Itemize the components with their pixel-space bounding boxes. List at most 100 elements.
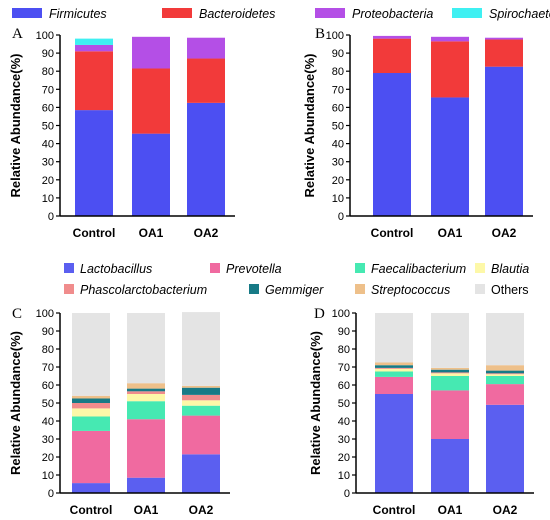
x-tick-label: Control: [373, 503, 416, 517]
y-tick-label: 40: [332, 139, 344, 151]
bar-segment-oa1-streptococcus: [127, 383, 165, 389]
y-tick-label: 40: [42, 416, 54, 428]
x-tick-label: OA2: [194, 226, 219, 240]
bar-segment-control-bacteroidetes: [75, 51, 113, 111]
y-tick-label: 20: [338, 452, 350, 464]
x-tick-label: OA1: [139, 226, 164, 240]
y-tick-label: 10: [332, 193, 344, 205]
legend-label-streptococcus: Streptococcus: [371, 283, 450, 297]
bar-segment-oa1-lactobacillus: [431, 439, 469, 493]
bar-segment-control-blautia: [72, 408, 110, 417]
y-tick-label: 60: [42, 380, 54, 392]
y-tick-label: 90: [42, 326, 54, 338]
y-tick-label: 90: [42, 48, 54, 60]
bar-segment-oa1-gemmiger: [431, 369, 469, 373]
panel-letter: B: [315, 26, 325, 42]
x-tick-label: Control: [70, 503, 113, 517]
y-tick-label: 50: [42, 121, 54, 133]
y-tick-label: 90: [338, 326, 350, 338]
x-tick-label: OA2: [492, 226, 517, 240]
y-tick-label: 0: [48, 211, 54, 223]
legend-swatch-proteobacteria: [315, 8, 345, 18]
legend-swatch-bacteroidetes: [162, 8, 192, 18]
bar-segment-oa1-bacteroidetes: [132, 68, 170, 134]
y-tick-label: 20: [332, 175, 344, 187]
bar-segment-control-firmicutes: [373, 73, 411, 216]
legend-swatch-faecalibacterium: [355, 263, 365, 273]
bar-segment-oa1-streptococcus: [431, 367, 469, 370]
bar-segment-control-bacteroidetes: [373, 38, 411, 74]
bar-segment-oa2-firmicutes: [485, 66, 523, 216]
legend-swatch-firmicutes: [12, 8, 42, 18]
y-tick-label: 0: [344, 488, 350, 500]
y-tick-label: 50: [42, 398, 54, 410]
bar-segment-oa2-lactobacillus: [182, 454, 220, 493]
bar-segment-control-faecalibacterium: [375, 371, 413, 377]
y-tick-label: 50: [338, 398, 350, 410]
bar-segment-oa2-faecalibacterium: [486, 376, 524, 385]
y-tick-label: 30: [42, 157, 54, 169]
legend-label-blautia: Blautia: [491, 262, 529, 276]
y-tick-label: 10: [42, 193, 54, 205]
bar-segment-control-faecalibacterium: [72, 416, 110, 431]
bar-segment-control-lactobacillus: [375, 394, 413, 493]
panel-letter: D: [314, 306, 325, 322]
y-axis-title: Relative Abundance(%): [8, 54, 23, 198]
y-tick-label: 40: [338, 416, 350, 428]
legend-label-phascolarctobacterium: Phascolarctobacterium: [80, 283, 207, 297]
x-tick-label: OA1: [438, 226, 463, 240]
bar-segment-oa2-firmicutes: [187, 102, 225, 216]
bar-segment-oa1-proteobacteria: [132, 36, 170, 69]
y-tick-label: 20: [42, 175, 54, 187]
bar-segment-control-gemmiger: [72, 398, 110, 403]
bar-segment-oa2-proteobacteria: [485, 37, 523, 40]
bar-segment-oa2-blautia: [182, 400, 220, 406]
bar-segment-oa2-phascolarctobacterium: [182, 394, 220, 401]
y-tick-label: 80: [42, 66, 54, 78]
y-tick-label: 60: [338, 380, 350, 392]
bar-segment-oa1-faecalibacterium: [431, 376, 469, 391]
y-tick-label: 0: [338, 211, 344, 223]
bar-segment-oa2-faecalibacterium: [182, 405, 220, 416]
panel-b: B Control OA1 OA2 0 10 20 30 40 50 60 70 80 90 100 Rela…: [302, 26, 533, 240]
y-tick-label: 100: [36, 308, 54, 320]
bar-segment-oa2-lactobacillus: [486, 404, 524, 493]
legend-swatch-others: [475, 284, 485, 294]
y-tick-label: 20: [42, 452, 54, 464]
bar-segment-control-spirochaetes: [75, 38, 113, 45]
y-tick-label: 70: [42, 84, 54, 96]
bar-segment-oa2-streptococcus: [182, 385, 220, 388]
bar-segment-oa1-others: [431, 313, 469, 368]
bar-segment-oa2-gemmiger: [182, 387, 220, 395]
panel-c: C Control OA1 OA2 0 10 20 30 40 50 60 70 80 90 100 Rela…: [8, 306, 230, 517]
y-tick-label: 90: [332, 48, 344, 60]
panel-d: D Control OA1 OA2 0 10 20 30 40 50 60 70 80 90 100 Rela…: [308, 306, 534, 517]
panel-a: A Control OA1 OA2 0 10 20 30 40 50 60 70 80 90 100 Rela…: [8, 26, 235, 240]
bar-segment-oa1-blautia: [431, 373, 469, 376]
bar-segment-control-others: [375, 313, 413, 363]
legend-swatch-blautia: [475, 263, 485, 273]
bar-segment-oa2-streptococcus: [486, 365, 524, 371]
bar-segment-control-proteobacteria: [373, 35, 411, 39]
bar-segment-oa1-firmicutes: [431, 97, 469, 216]
bar-segment-control-others: [72, 313, 110, 396]
bar-segment-control-phascolarctobacterium: [72, 403, 110, 409]
legend-swatch-prevotella: [210, 263, 220, 273]
legend-label-prevotella: Prevotella: [226, 262, 282, 276]
y-tick-label: 60: [42, 102, 54, 114]
legend-swatch-gemmiger: [249, 284, 259, 294]
bar-segment-control-firmicutes: [75, 110, 113, 216]
y-tick-label: 10: [338, 470, 350, 482]
bar-segment-oa1-others: [127, 313, 165, 384]
bar-segment-oa1-gemmiger: [127, 388, 165, 392]
y-tick-label: 10: [42, 470, 54, 482]
bar-segment-control-gemmiger: [375, 365, 413, 368]
bar-segment-control-prevotella: [375, 376, 413, 394]
legend-label-gemmiger: Gemmiger: [265, 283, 324, 297]
y-axis-title: Relative Abundance(%): [308, 331, 323, 475]
bar-segment-control-lactobacillus: [72, 483, 110, 493]
bar-segment-oa1-proteobacteria: [431, 36, 469, 42]
y-tick-label: 30: [42, 434, 54, 446]
x-tick-label: OA1: [134, 503, 159, 517]
